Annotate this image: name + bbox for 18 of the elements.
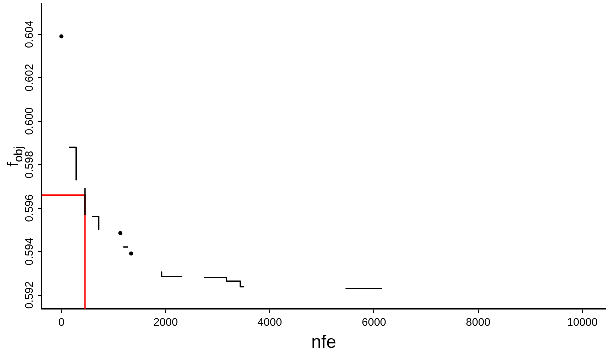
x-tick-label: 4000 (258, 316, 282, 329)
point (60, 34, 64, 39)
y-axis-title: fobj (5, 146, 26, 167)
y-tick-label: 0.598 (24, 151, 36, 179)
point (118, 231, 123, 236)
x-axis-title: nfe (311, 332, 337, 352)
y-tick-label: 0.600 (24, 108, 36, 136)
point (129, 252, 134, 256)
x-tick-label: 8000 (466, 316, 491, 329)
y-tick-label: 0.596 (24, 194, 36, 222)
x-tick-label: 10000 (567, 316, 598, 329)
y-tick-label: 0.594 (24, 238, 36, 266)
y-tick-label: 0.592 (24, 282, 36, 310)
x-tick-label: 2000 (154, 316, 178, 329)
y-tick-label: 0.604 (24, 20, 36, 48)
x-tick-label: 6000 (362, 316, 386, 329)
y-tick-label: 0.602 (24, 64, 36, 92)
x-tick-label: 0 (58, 316, 65, 329)
